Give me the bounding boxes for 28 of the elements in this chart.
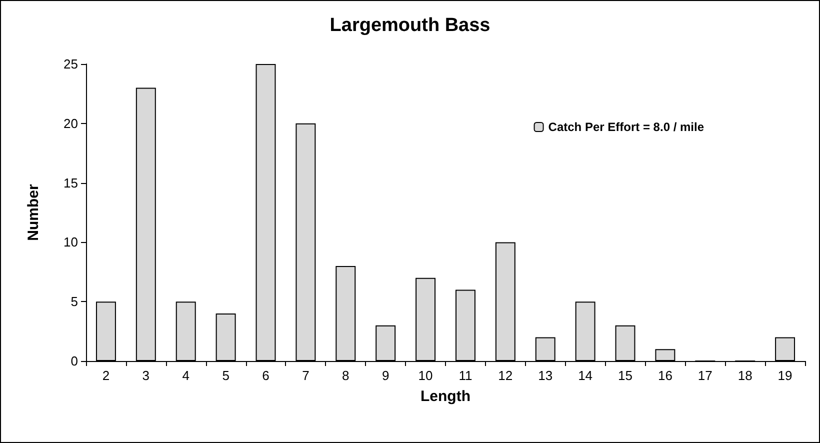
x-tick-label: 16: [658, 368, 672, 383]
x-tick-label: 8: [342, 368, 350, 383]
x-tick-label: 12: [498, 368, 513, 383]
x-tick-label: 13: [538, 368, 553, 383]
x-tick-label: 4: [182, 368, 190, 383]
x-tick-label: 9: [382, 368, 390, 383]
y-tick-label: 25: [64, 56, 78, 72]
y-tick-label: 10: [64, 234, 78, 250]
y-tick-label: 15: [64, 175, 78, 190]
x-tick-label: 11: [458, 368, 472, 383]
legend-label: Catch Per Effort = 8.0 / mile: [548, 120, 704, 134]
x-tick-label: 10: [418, 368, 433, 383]
y-tick-label: 20: [64, 116, 78, 131]
y-axis-title: Number: [25, 184, 42, 241]
x-tick-label: 17: [698, 368, 712, 383]
x-tick-label: 15: [618, 368, 632, 383]
x-tick-label: 18: [738, 368, 752, 383]
x-tick-label: 19: [778, 368, 792, 383]
y-tick-label: 5: [70, 294, 78, 310]
x-tick-label: 14: [578, 368, 593, 383]
y-tick-label: 0: [70, 354, 78, 368]
x-tick-label: 6: [262, 368, 270, 383]
x-tick-label: 3: [142, 368, 150, 383]
x-tick-label: 2: [102, 368, 110, 383]
x-axis-title: Length: [420, 388, 470, 405]
x-tick-label: 7: [302, 368, 310, 383]
x-tick-label: 5: [222, 368, 230, 383]
chart-title: Largemouth Bass: [330, 15, 490, 36]
